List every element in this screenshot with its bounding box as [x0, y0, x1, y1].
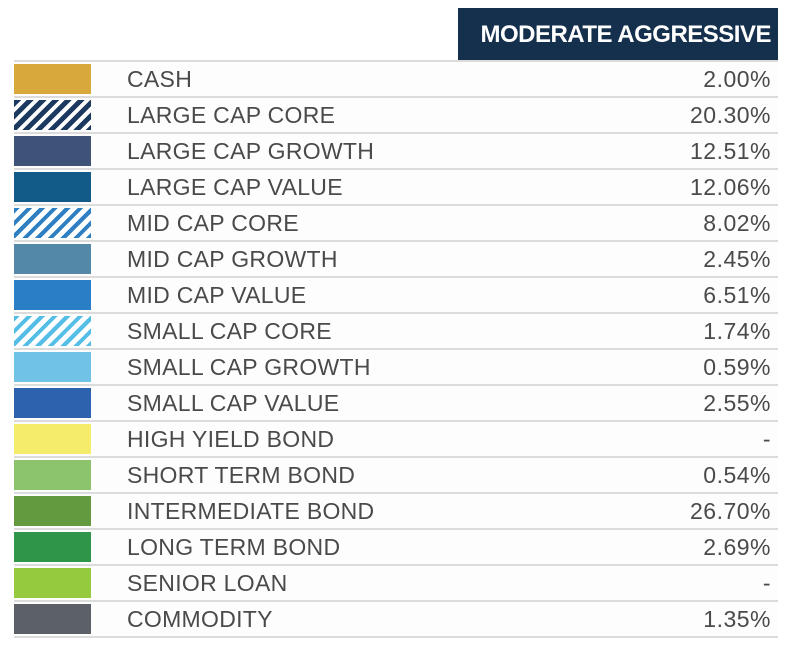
asset-color-swatch — [14, 388, 91, 418]
asset-color-swatch — [14, 424, 91, 454]
asset-value: 2.55% — [703, 389, 771, 416]
asset-value: - — [762, 569, 771, 596]
asset-color-swatch — [14, 568, 91, 598]
table-row: INTERMEDIATE BOND 26.70% — [14, 494, 778, 530]
asset-label: LARGE CAP VALUE — [127, 173, 343, 200]
asset-value: 1.74% — [703, 317, 771, 344]
column-header-moderate-aggressive: MODERATE AGGRESSIVE — [458, 8, 778, 62]
asset-value: 12.51% — [689, 137, 771, 164]
table-row: LARGE CAP VALUE 12.06% — [14, 170, 778, 206]
asset-label: MID CAP VALUE — [127, 281, 307, 308]
asset-value: 0.54% — [703, 461, 771, 488]
asset-color-swatch — [14, 532, 91, 562]
asset-label: SMALL CAP VALUE — [127, 389, 340, 416]
asset-value: 2.00% — [703, 65, 771, 92]
asset-label: INTERMEDIATE BOND — [127, 497, 375, 524]
asset-value: 26.70% — [689, 497, 771, 524]
table-row: SHORT TERM BOND 0.54% — [14, 458, 778, 494]
asset-value: 2.45% — [703, 245, 771, 272]
asset-label: MID CAP GROWTH — [127, 245, 338, 272]
asset-value: 20.30% — [689, 101, 771, 128]
asset-color-swatch — [14, 604, 91, 634]
asset-value: 2.69% — [703, 533, 771, 560]
table-row: CASH 2.00% — [14, 62, 778, 98]
table-row: SMALL CAP GROWTH 0.59% — [14, 350, 778, 386]
asset-value: 1.35% — [703, 605, 771, 632]
asset-color-swatch — [14, 316, 91, 346]
asset-value: 12.06% — [689, 173, 771, 200]
asset-color-swatch — [14, 496, 91, 526]
asset-label: SENIOR LOAN — [127, 569, 288, 596]
asset-label: LARGE CAP CORE — [127, 101, 336, 128]
asset-color-swatch — [14, 352, 91, 382]
asset-label: LONG TERM BOND — [127, 533, 341, 560]
asset-color-swatch — [14, 172, 91, 202]
asset-color-swatch — [14, 244, 91, 274]
asset-label: HIGH YIELD BOND — [127, 425, 335, 452]
table-row: MID CAP GROWTH 2.45% — [14, 242, 778, 278]
asset-color-swatch — [14, 64, 91, 94]
table-row: LARGE CAP CORE 20.30% — [14, 98, 778, 134]
asset-value: - — [762, 425, 771, 452]
allocation-table: CASH 2.00% LARGE CAP CORE 20.30% LARGE C… — [14, 60, 778, 638]
table-row: SMALL CAP VALUE 2.55% — [14, 386, 778, 422]
asset-label: SMALL CAP CORE — [127, 317, 332, 344]
asset-label: COMMODITY — [127, 605, 273, 632]
table-row: SENIOR LOAN - — [14, 566, 778, 602]
asset-label: LARGE CAP GROWTH — [127, 137, 375, 164]
table-row: LONG TERM BOND 2.69% — [14, 530, 778, 566]
asset-label: SHORT TERM BOND — [127, 461, 356, 488]
asset-value: 8.02% — [703, 209, 771, 236]
asset-color-swatch — [14, 208, 91, 238]
table-row: HIGH YIELD BOND - — [14, 422, 778, 458]
table-row: MID CAP CORE 8.02% — [14, 206, 778, 242]
table-row: SMALL CAP CORE 1.74% — [14, 314, 778, 350]
asset-label: CASH — [127, 65, 193, 92]
asset-label: MID CAP CORE — [127, 209, 299, 236]
table-row: MID CAP VALUE 6.51% — [14, 278, 778, 314]
table-row: LARGE CAP GROWTH 12.51% — [14, 134, 778, 170]
asset-value: 6.51% — [703, 281, 771, 308]
asset-value: 0.59% — [703, 353, 771, 380]
table-row: COMMODITY 1.35% — [14, 602, 778, 638]
asset-color-swatch — [14, 100, 91, 130]
asset-color-swatch — [14, 280, 91, 310]
asset-label: SMALL CAP GROWTH — [127, 353, 371, 380]
asset-color-swatch — [14, 460, 91, 490]
asset-color-swatch — [14, 136, 91, 166]
